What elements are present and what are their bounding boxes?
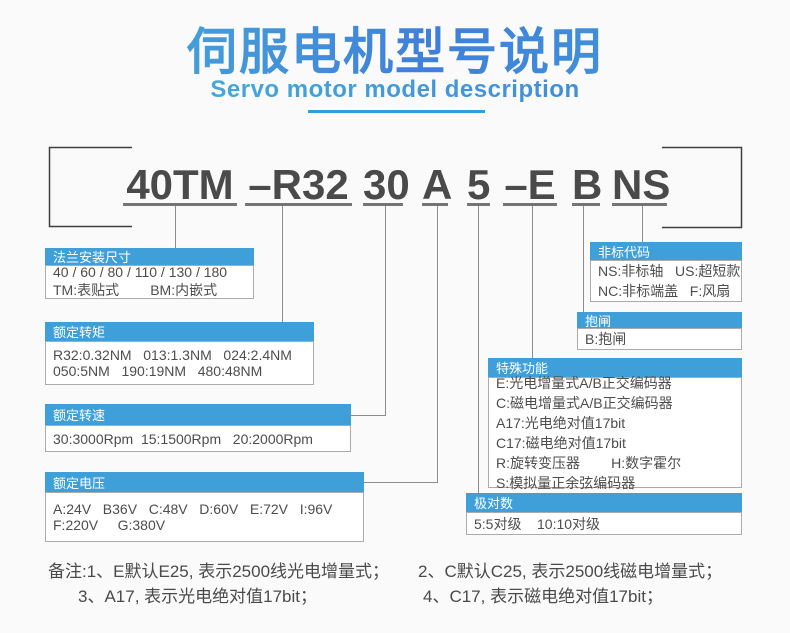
subtitle-underline [308,110,485,113]
box-special-function: 特殊功能 E:光电增量式A/B正交编码器 C:磁电增量式A/B正交编码器 A17… [488,358,742,491]
model-segment-speed: 30 [363,161,410,208]
model-segment-brake: B [572,161,603,208]
box-nonstandard-code: 非标代码 NS:非标轴 US:超短款 NC:非标端盖 F:风扇 [590,242,742,302]
box-line: C17:磁电绝对值17bit [496,434,626,451]
note-3: 3、A17, 表示光电绝对值17bit； [78,587,318,606]
box-rated-torque: 额定转矩 R32:0.32NM 013:1.3NM 024:2.4NM 050:… [45,322,314,385]
box-line: F:220V G:380V [53,517,166,533]
page-title: 伺服电机型号说明 [0,12,790,84]
box-rated-voltage: 额定电压 A:24V B36V C:48V D:60V E:72V I:96V … [45,472,364,542]
box-line: 40 / 60 / 80 / 110 / 130 / 180 [53,264,228,280]
box-line: S:模拟量正余弦编码器 [496,474,636,491]
note-4: 4、C17, 表示磁电绝对值17bit； [423,587,663,606]
box-brake-title: 抱闸 [577,312,742,329]
model-segment-special: –E [504,161,556,208]
model-segment-flange: 40TM [126,161,234,208]
box-flange-size: 法兰安装尺寸 40 / 60 / 80 / 110 / 130 / 180 TM… [45,248,254,299]
box-line: A:24V B36V C:48V D:60V E:72V I:96V [53,501,333,517]
box-line: B:抱闸 [585,331,627,347]
box-rated-torque-title: 额定转矩 [45,322,314,341]
box-line: R32:0.32NM 013:1.3NM 024:2.4NM [53,347,292,363]
box-line: NS:非标轴 US:超短款 [598,263,741,279]
model-segment-poles: 5 [467,161,491,208]
connector-paths [175,206,643,493]
box-flange-size-title: 法兰安装尺寸 [45,248,254,265]
box-special-function-title: 特殊功能 [488,358,742,377]
note-1: 备注:1、E默认E25, 表示2500线光电增量式； [48,562,390,581]
box-rated-speed: 额定转速 30:3000Rpm 15:1500Rpm 20:2000Rpm [45,404,351,452]
model-segment-nonstandard: NS [612,161,671,208]
box-line: 30:3000Rpm 15:1500Rpm 20:2000Rpm [53,430,313,447]
box-line: E:光电增量式A/B正交编码器 [496,374,672,391]
model-segment-torque: –R32 [248,161,349,208]
bracket-left [48,146,132,228]
box-line: 5:5对级 10:10对级 [474,515,601,532]
model-segment-voltage: A [422,161,453,208]
box-brake: 抱闸 B:抱闸 [577,312,742,350]
page-subtitle: Servo motor model description [0,76,790,104]
box-line: R:旋转变压器 H:数字霍尔 [496,454,682,471]
box-pole-pairs: 极对数 5:5对级 10:10对级 [466,493,742,535]
box-nonstandard-code-title: 非标代码 [590,242,742,260]
box-line: A17:光电绝对值17bit [496,414,626,431]
box-line: C:磁电增量式A/B正交编码器 [496,394,673,411]
box-pole-pairs-title: 极对数 [466,493,742,512]
note-2: 2、C默认C25, 表示2500线磁电增量式； [418,562,723,581]
box-line: TM:表贴式 BM:内嵌式 [53,282,218,298]
box-rated-speed-title: 额定转速 [45,404,351,425]
bracket-right [662,146,743,229]
box-rated-voltage-title: 额定电压 [45,472,364,492]
box-line: NC:非标端盖 F:风扇 [598,283,731,299]
box-line: 050:5NM 190:19NM 480:48NM [53,363,263,379]
